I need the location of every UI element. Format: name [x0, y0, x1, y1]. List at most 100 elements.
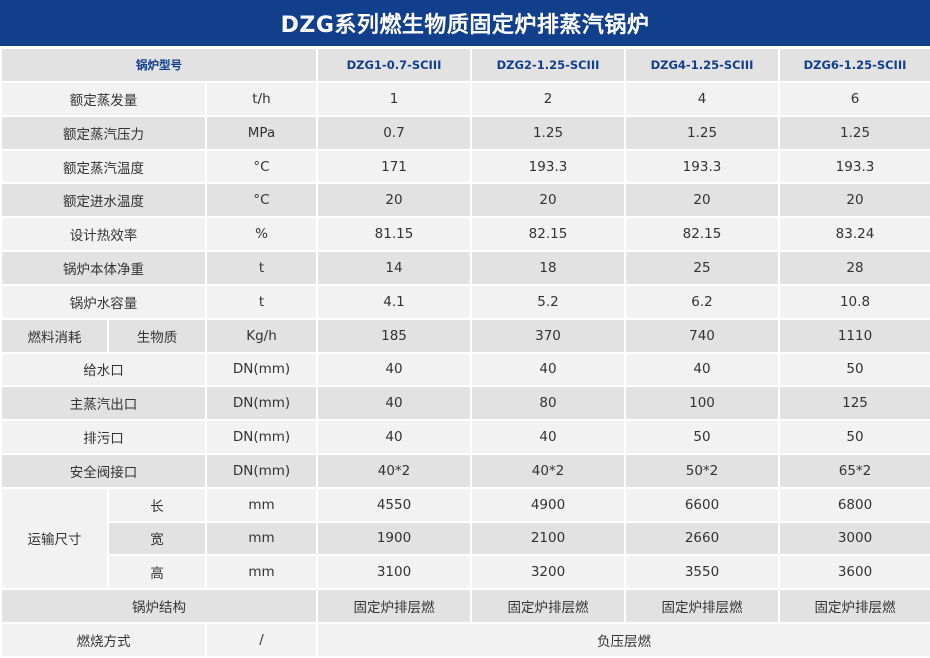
- model-name: DZG4-1.25-SCIII: [624, 47, 780, 83]
- table-cell: 固定炉排层燃: [624, 588, 780, 624]
- table-row: 额定蒸发量 t/h 1 2 4 6: [0, 81, 930, 117]
- table-cell: 固定炉排层燃: [778, 588, 930, 624]
- row-label: 锅炉水容量: [0, 283, 207, 320]
- row-label: 排污口: [0, 419, 207, 455]
- table-cell: 1.25: [778, 114, 930, 151]
- model-name: DZG1-0.7-SCIII: [316, 47, 472, 83]
- table-cell: 4.1: [316, 283, 472, 320]
- row-label: 主蒸汽出口: [0, 385, 207, 422]
- table-cell: 0.7: [316, 114, 472, 151]
- table-row: 主蒸汽出口 DN(mm) 40 80 100 125: [0, 385, 930, 422]
- table-cell: 固定炉排层燃: [470, 588, 626, 624]
- table-cell: 3200: [470, 554, 626, 591]
- table-cell: 65*2: [778, 452, 930, 489]
- table-row: 锅炉水容量 t 4.1 5.2 6.2 10.8: [0, 283, 930, 320]
- table-row: 安全阀接口 DN(mm) 40*2 40*2 50*2 65*2: [0, 452, 930, 489]
- row-label: 额定蒸发量: [0, 81, 207, 117]
- table-row: 高 mm 3100 3200 3550 3600: [1, 554, 930, 591]
- row-label: 安全阀接口: [0, 452, 207, 489]
- table-cell: 负压层燃: [316, 622, 930, 658]
- table-cell: 40*2: [316, 452, 472, 489]
- row-unit: Kg/h: [205, 317, 318, 354]
- table-cell: 50*2: [624, 452, 780, 489]
- table-cell: 1: [316, 81, 472, 117]
- table-cell: 2100: [470, 520, 626, 557]
- row-sublabel: 长: [107, 486, 207, 523]
- table-cell: 50: [778, 419, 930, 455]
- table-cell: 18: [470, 250, 626, 286]
- row-label: 燃料消耗: [0, 317, 109, 354]
- table-cell: 28: [778, 250, 930, 286]
- table-cell: 185: [316, 317, 472, 354]
- table-cell: 81.15: [316, 216, 472, 253]
- table-cell: 40: [316, 351, 472, 388]
- table-row: 额定进水温度 °C 20 20 20 20: [0, 182, 930, 219]
- table-cell: 3550: [624, 554, 780, 591]
- table-cell: 6600: [624, 486, 780, 523]
- table-cell: 10.8: [778, 283, 930, 320]
- page-title: DZG系列燃生物质固定炉排蒸汽锅炉: [0, 0, 930, 46]
- row-label: 额定蒸汽压力: [0, 114, 207, 151]
- row-unit: DN(mm): [205, 419, 318, 455]
- table-cell: 40: [316, 385, 472, 422]
- table-cell: 4550: [316, 486, 472, 523]
- table-cell: 40: [470, 419, 626, 455]
- table-cell: 6: [778, 81, 930, 117]
- row-unit: °C: [205, 148, 318, 185]
- row-unit: /: [205, 622, 318, 658]
- table-cell: 125: [778, 385, 930, 422]
- model-name: DZG2-1.25-SCIII: [470, 47, 626, 83]
- row-sublabel: 宽: [107, 520, 207, 557]
- row-label: 额定进水温度: [0, 182, 207, 219]
- table-cell: 4900: [470, 486, 626, 523]
- row-unit: DN(mm): [205, 452, 318, 489]
- model-name: DZG6-1.25-SCIII: [778, 47, 930, 83]
- row-unit: mm: [205, 486, 318, 523]
- table-cell: 80: [470, 385, 626, 422]
- row-label: 设计热效率: [0, 216, 207, 253]
- table-cell: 3100: [316, 554, 472, 591]
- table-cell: 193.3: [778, 148, 930, 185]
- row-label: 锅炉本体净重: [0, 250, 207, 286]
- table-cell: 50: [624, 419, 780, 455]
- table-cell: 82.15: [470, 216, 626, 253]
- row-unit: t/h: [205, 81, 318, 117]
- row-sublabel: 高: [107, 554, 207, 591]
- row-label: 运输尺寸: [0, 486, 109, 591]
- table-row: 燃烧方式 / 负压层燃: [0, 622, 930, 658]
- table-cell: 3600: [778, 554, 930, 591]
- table-cell: 20: [470, 182, 626, 219]
- table-cell: 40: [624, 351, 780, 388]
- table-row: 宽 mm 1900 2100 2660 3000: [1, 520, 930, 557]
- table-cell: 40: [316, 419, 472, 455]
- table-cell: 固定炉排层燃: [316, 588, 472, 624]
- table-cell: 171: [316, 148, 472, 185]
- row-unit: mm: [205, 520, 318, 557]
- table-cell: 20: [778, 182, 930, 219]
- table-cell: 83.24: [778, 216, 930, 253]
- row-unit: %: [205, 216, 318, 253]
- table-cell: 740: [624, 317, 780, 354]
- table-cell: 3000: [778, 520, 930, 557]
- table-row: 额定蒸汽压力 MPa 0.7 1.25 1.25 1.25: [0, 114, 930, 151]
- table-cell: 2660: [624, 520, 780, 557]
- table-cell: 193.3: [624, 148, 780, 185]
- table-cell: 1.25: [470, 114, 626, 151]
- row-label: 锅炉结构: [0, 588, 318, 624]
- row-unit: MPa: [205, 114, 318, 151]
- table-cell: 40*2: [470, 452, 626, 489]
- table-cell: 100: [624, 385, 780, 422]
- row-unit: mm: [205, 554, 318, 591]
- table-row: 额定蒸汽温度 °C 171 193.3 193.3 193.3: [0, 148, 930, 185]
- table-cell: 1.25: [624, 114, 780, 151]
- table-cell: 370: [470, 317, 626, 354]
- row-unit: DN(mm): [205, 351, 318, 388]
- table-row: 给水口 DN(mm) 40 40 40 50: [0, 351, 930, 388]
- table-cell: 25: [624, 250, 780, 286]
- row-label: 燃烧方式: [0, 622, 207, 658]
- table-cell: 14: [316, 250, 472, 286]
- table-cell: 1110: [778, 317, 930, 354]
- table-cell: 50: [778, 351, 930, 388]
- table-row: 设计热效率 % 81.15 82.15 82.15 83.24: [0, 216, 930, 253]
